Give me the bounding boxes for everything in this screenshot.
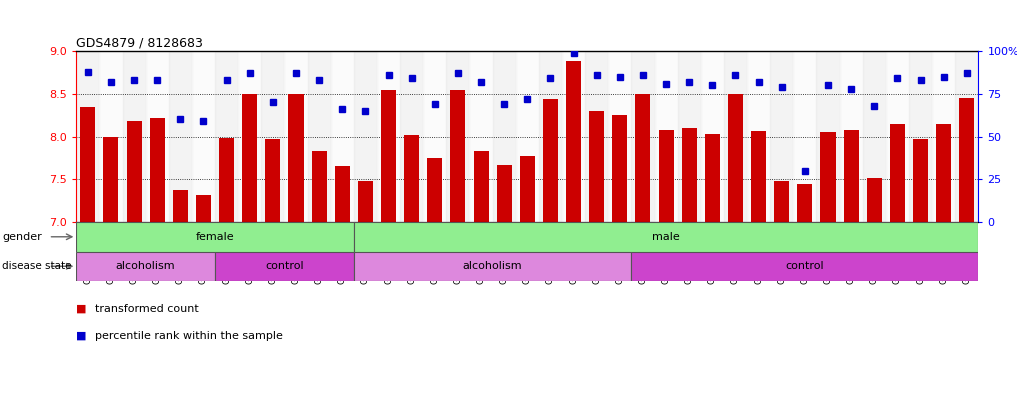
Text: control: control (785, 261, 824, 271)
Text: male: male (652, 232, 680, 242)
Bar (909, 51, 933, 222)
Bar (677, 51, 701, 222)
Bar (76, 252, 215, 281)
Bar (681, 128, 697, 222)
Text: alcoholism: alcoholism (116, 261, 176, 271)
Bar (770, 51, 793, 222)
Bar (192, 51, 215, 222)
Bar (492, 51, 516, 222)
Bar (752, 131, 766, 222)
Bar (840, 51, 862, 222)
Bar (354, 222, 978, 252)
Bar (612, 115, 627, 222)
Bar (817, 51, 840, 222)
Bar (358, 181, 373, 222)
Bar (774, 181, 789, 222)
Text: ■: ■ (76, 303, 86, 314)
Text: control: control (265, 261, 304, 271)
Bar (451, 90, 466, 222)
Bar (539, 51, 562, 222)
Bar (705, 134, 720, 222)
Bar (793, 51, 817, 222)
Text: transformed count: transformed count (95, 303, 198, 314)
Bar (173, 189, 188, 222)
Bar (423, 51, 446, 222)
Text: gender: gender (2, 232, 42, 242)
Bar (335, 167, 350, 222)
Bar (169, 51, 192, 222)
Bar (404, 135, 419, 222)
Bar (890, 124, 905, 222)
Bar (543, 99, 558, 222)
Bar (126, 121, 141, 222)
Text: female: female (195, 232, 234, 242)
Bar (585, 51, 608, 222)
Bar (474, 151, 488, 222)
Bar (354, 51, 377, 222)
Bar (566, 61, 581, 222)
Text: percentile rank within the sample: percentile rank within the sample (95, 331, 283, 341)
Bar (238, 51, 261, 222)
Text: disease state: disease state (2, 261, 71, 271)
Bar (261, 51, 285, 222)
Bar (196, 195, 211, 222)
Bar (381, 90, 396, 222)
Bar (936, 124, 951, 222)
Bar (821, 132, 836, 222)
Bar (149, 118, 165, 222)
Bar (145, 51, 169, 222)
Bar (311, 151, 326, 222)
Text: alcoholism: alcoholism (463, 261, 523, 271)
Bar (955, 51, 978, 222)
Bar (215, 51, 238, 222)
Bar (862, 51, 886, 222)
Bar (354, 252, 632, 281)
Bar (516, 51, 539, 222)
Bar (76, 222, 354, 252)
Bar (215, 252, 354, 281)
Bar (866, 178, 882, 222)
Bar (470, 51, 492, 222)
Bar (446, 51, 470, 222)
Bar (219, 138, 234, 222)
Bar (959, 98, 974, 222)
Bar (400, 51, 423, 222)
Bar (724, 51, 747, 222)
Bar (589, 111, 604, 222)
Bar (844, 130, 858, 222)
Bar (289, 94, 303, 222)
Bar (886, 51, 909, 222)
Bar (636, 94, 651, 222)
Text: ■: ■ (76, 331, 86, 341)
Bar (80, 107, 96, 222)
Bar (377, 51, 400, 222)
Text: GDS4879 / 8128683: GDS4879 / 8128683 (76, 37, 203, 50)
Bar (701, 51, 724, 222)
Bar (655, 51, 677, 222)
Bar (265, 139, 281, 222)
Bar (100, 51, 122, 222)
Bar (913, 139, 929, 222)
Bar (659, 130, 673, 222)
Bar (520, 156, 535, 222)
Bar (728, 94, 743, 222)
Bar (747, 51, 770, 222)
Bar (122, 51, 145, 222)
Bar (285, 51, 307, 222)
Bar (496, 165, 512, 222)
Bar (104, 136, 119, 222)
Bar (242, 94, 257, 222)
Bar (76, 51, 100, 222)
Bar (632, 51, 655, 222)
Bar (608, 51, 632, 222)
Bar (632, 252, 978, 281)
Bar (797, 184, 813, 222)
Bar (427, 158, 442, 222)
Bar (307, 51, 331, 222)
Bar (331, 51, 354, 222)
Bar (933, 51, 955, 222)
Bar (562, 51, 585, 222)
